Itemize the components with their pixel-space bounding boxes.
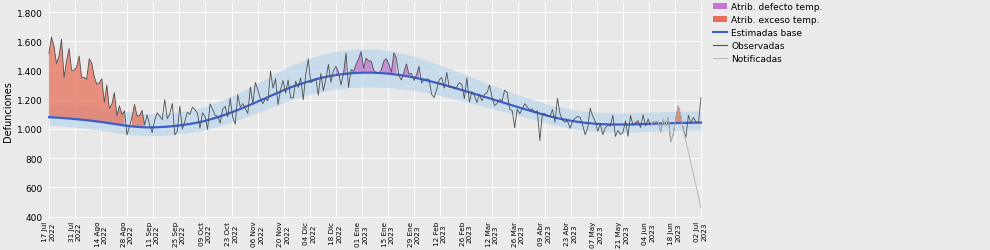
Legend: Atrib. defecto temp., Atrib. exceso temp., Estimadas base, Observadas, Notificad: Atrib. defecto temp., Atrib. exceso temp… (714, 3, 823, 64)
Y-axis label: Defunciones: Defunciones (3, 81, 13, 142)
